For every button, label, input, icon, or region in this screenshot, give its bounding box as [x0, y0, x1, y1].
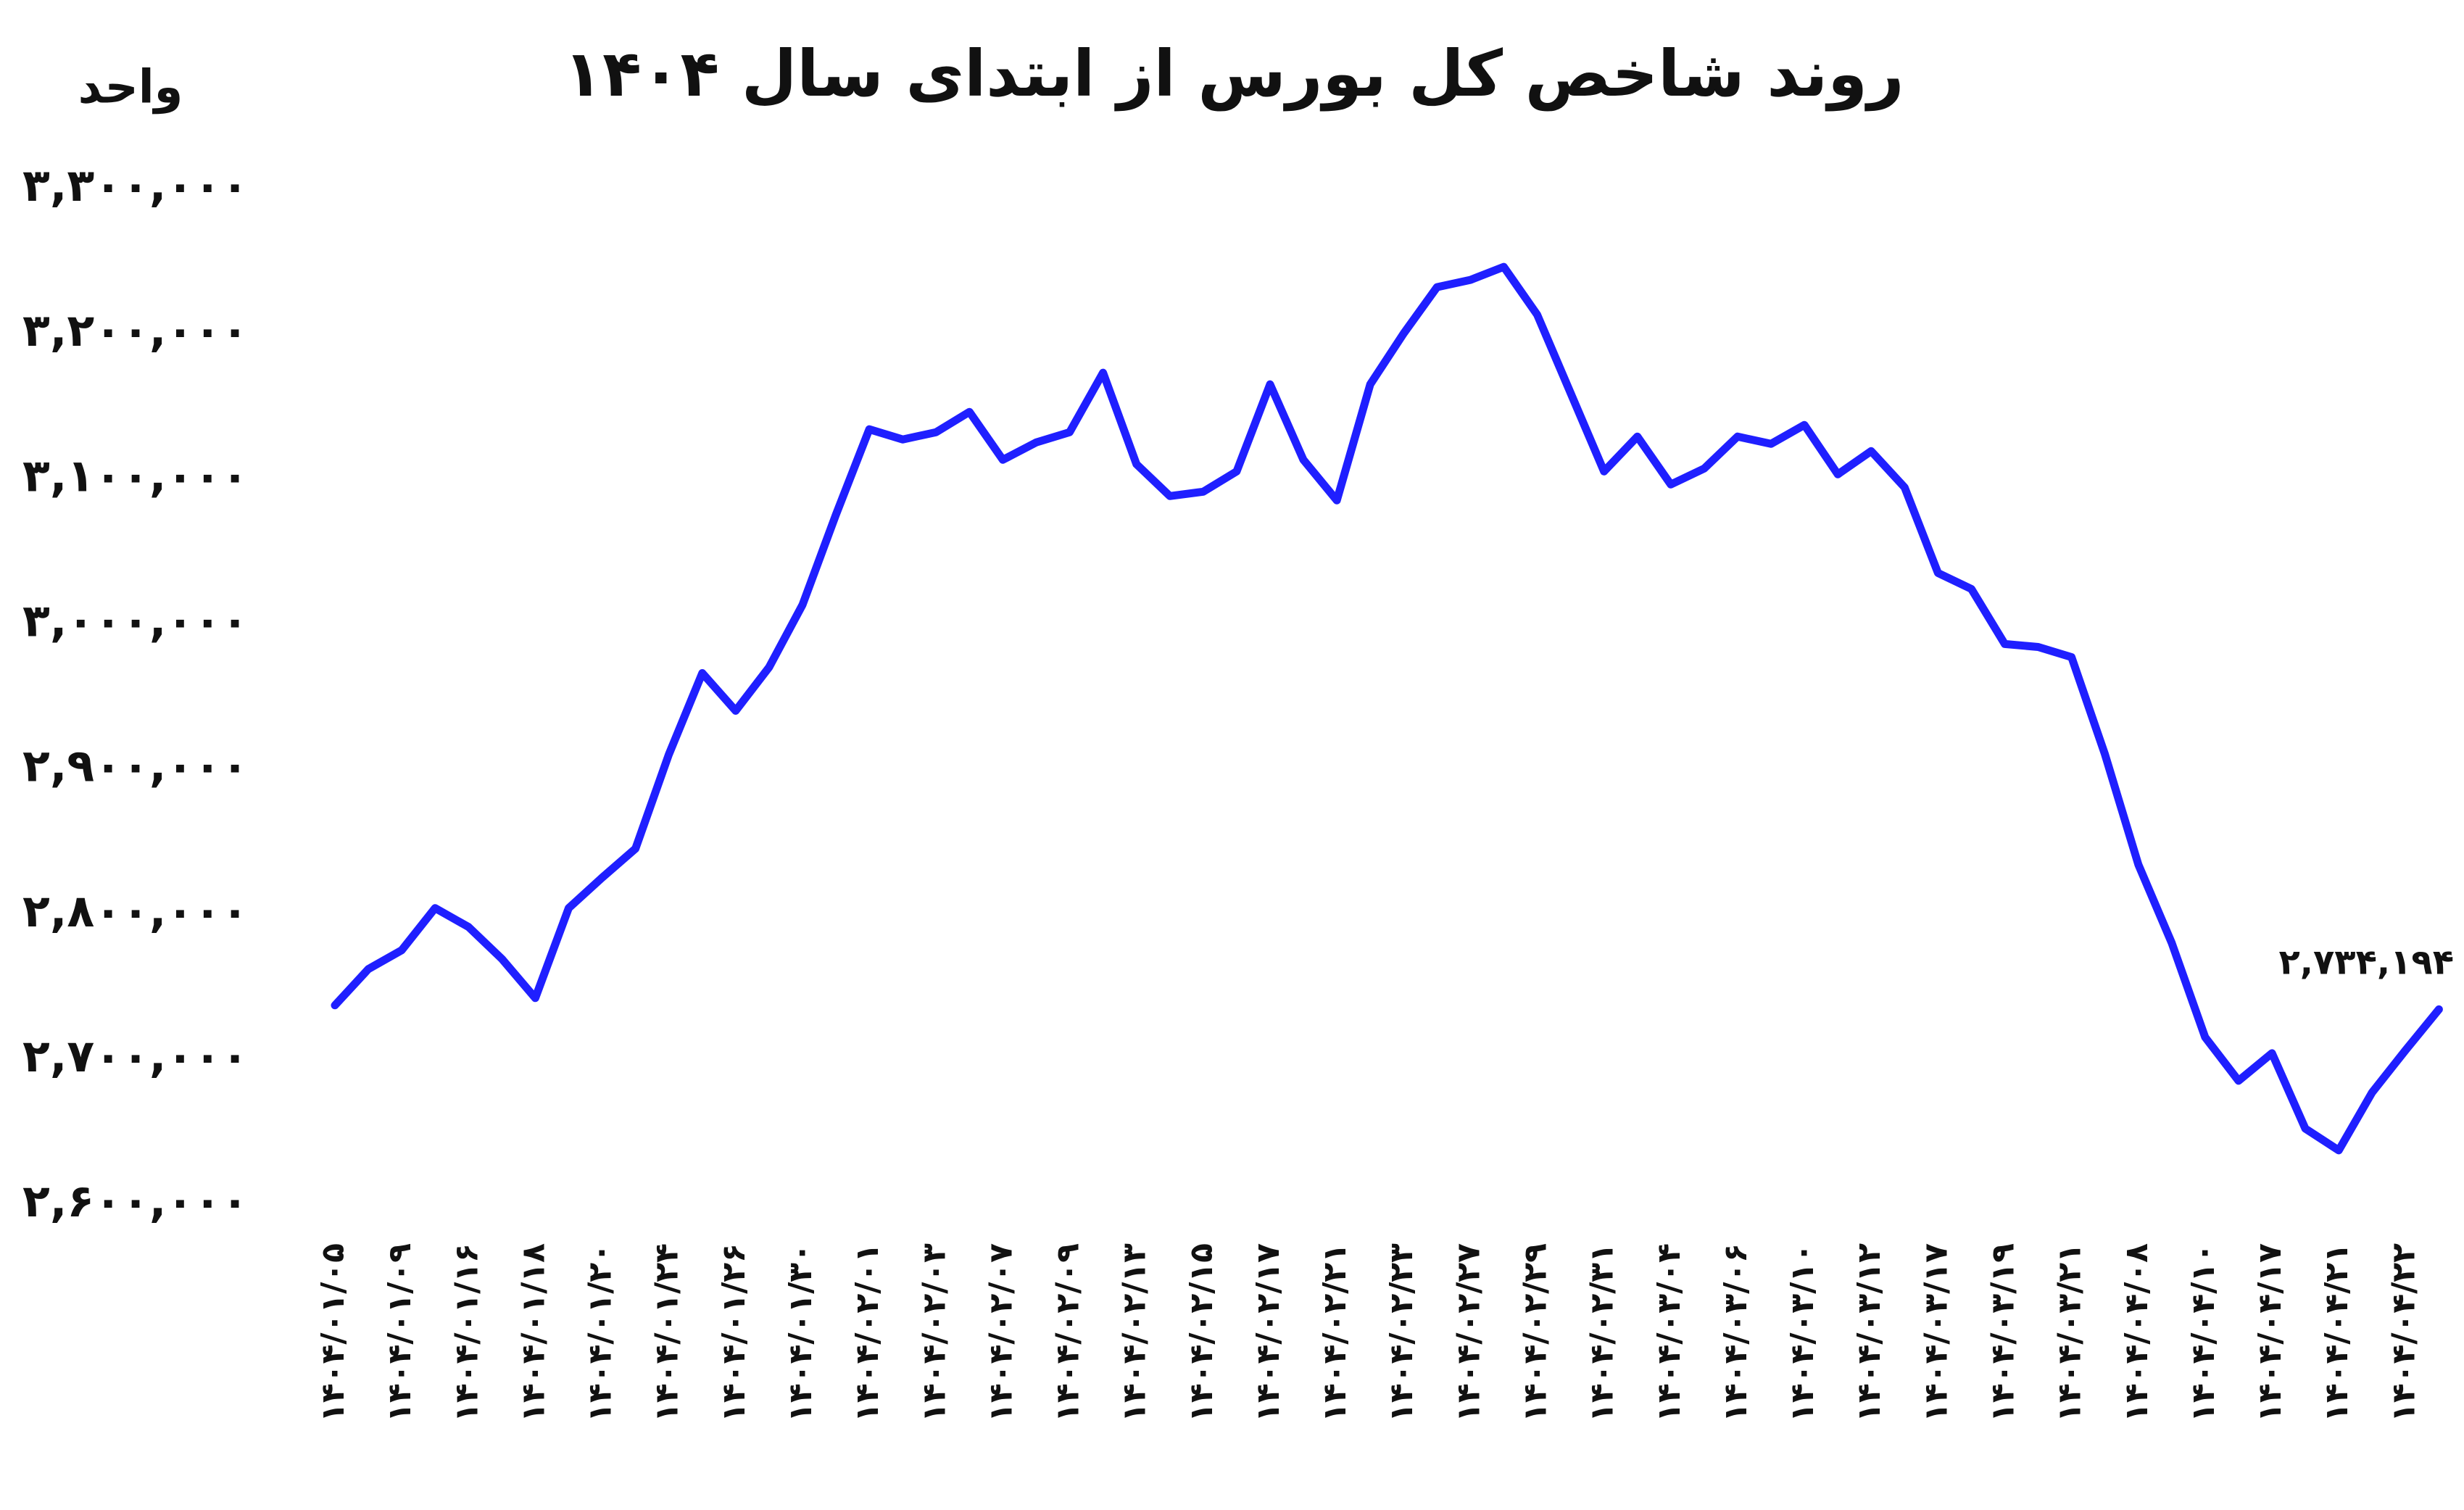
y-tick-label: ۳,۰۰۰,۰۰۰: [22, 594, 249, 647]
x-tick-label: ۱۴۰۴/۰۱/۲۴: [649, 1243, 686, 1422]
line: [331, 262, 2443, 1155]
x-tick-label: ۱۴۰۴/۰۲/۲۱: [1316, 1243, 1353, 1422]
y-tick-label: ۲,۹۰۰,۰۰۰: [22, 739, 249, 792]
x-tick-label: ۱۴۰۴/۰۲/۱۷: [1250, 1243, 1287, 1422]
x-tick-label: ۱۴۰۴/۰۱/۱۶: [448, 1243, 485, 1422]
x-tick-label: ۱۴۰۴/۰۲/۰۱: [849, 1243, 886, 1422]
x-tick-label: ۱۴۰۴/۰۲/۳۱: [1584, 1243, 1621, 1422]
x-tick-label: ۱۴۰۴/۰۴/۱۰: [2185, 1243, 2222, 1422]
x-tick-label: ۱۴۰۴/۰۴/۱۷: [2252, 1243, 2289, 1422]
x-tick-label: ۱۴۰۴/۰۳/۱۷: [1917, 1243, 1954, 1422]
x-tick-label: ۱۴۰۴/۰۳/۱۹: [1985, 1243, 2022, 1422]
x-tick-label: ۱۴۰۴/۰۳/۰۶: [1717, 1243, 1754, 1422]
x-tick-label: ۱۴۰۴/۰۴/۲۲: [2385, 1243, 2422, 1422]
y-tick-label: ۲,۸۰۰,۰۰۰: [22, 884, 249, 937]
x-tick-label: ۱۴۰۴/۰۲/۲۳: [1383, 1243, 1420, 1422]
y-tick-label: ۳,۲۰۰,۰۰۰: [22, 304, 249, 357]
y-tick-label: ۲,۷۰۰,۰۰۰: [22, 1029, 249, 1082]
x-tick-label: ۱۴۰۴/۰۴/۰۸: [2118, 1243, 2155, 1422]
x-tick-label: ۱۴۰۴/۰۲/۰۳: [916, 1243, 953, 1422]
x-tick-label: ۱۴۰۴/۰۴/۲۱: [2318, 1243, 2355, 1422]
x-tick-label: ۱۴۰۴/۰۱/۰۹: [381, 1243, 418, 1422]
x-tick-label: ۱۴۰۴/۰۱/۳۰: [782, 1243, 819, 1422]
x-tick-label: ۱۴۰۴/۰۳/۲۱: [2052, 1243, 2088, 1422]
data-label: ۲,۷۳۴,۱۹۴: [2278, 942, 2454, 982]
x-tick-label: ۱۴۰۴/۰۱/۲۰: [582, 1243, 619, 1422]
x-tick-label: ۱۴۰۴/۰۳/۱۲: [1851, 1243, 1888, 1422]
x-tick-label: ۱۴۰۴/۰۱/۰۵: [315, 1243, 352, 1422]
x-tick-label: ۱۴۰۴/۰۲/۲۷: [1450, 1243, 1487, 1422]
y-axis-label: واحد: [78, 61, 183, 115]
y-tick-label: ۲,۶۰۰,۰۰۰: [22, 1174, 249, 1227]
y-tick-label: ۳,۱۰۰,۰۰۰: [22, 449, 249, 502]
chart-title: روند شاخص کل بورس از ابتدای سال ۱۴۰۴: [563, 36, 1904, 112]
x-tick-label: ۱۴۰۴/۰۲/۰۹: [1050, 1243, 1087, 1422]
x-tick-label: ۱۴۰۴/۰۲/۲۹: [1517, 1243, 1554, 1422]
x-tick-label: ۱۴۰۴/۰۳/۰۴: [1651, 1243, 1688, 1422]
y-tick-label: ۳,۳۰۰,۰۰۰: [22, 159, 249, 212]
x-tick-label: ۱۴۰۴/۰۲/۱۵: [1183, 1243, 1220, 1422]
x-tick-label: ۱۴۰۴/۰۱/۱۸: [515, 1243, 552, 1422]
x-tick-label: ۱۴۰۴/۰۲/۱۳: [1116, 1243, 1153, 1422]
x-tick-label: ۱۴۰۴/۰۳/۱۰: [1784, 1243, 1821, 1422]
x-tick-label: ۱۴۰۴/۰۲/۰۷: [982, 1243, 1019, 1422]
x-tick-label: ۱۴۰۴/۰۱/۲۶: [715, 1243, 752, 1422]
